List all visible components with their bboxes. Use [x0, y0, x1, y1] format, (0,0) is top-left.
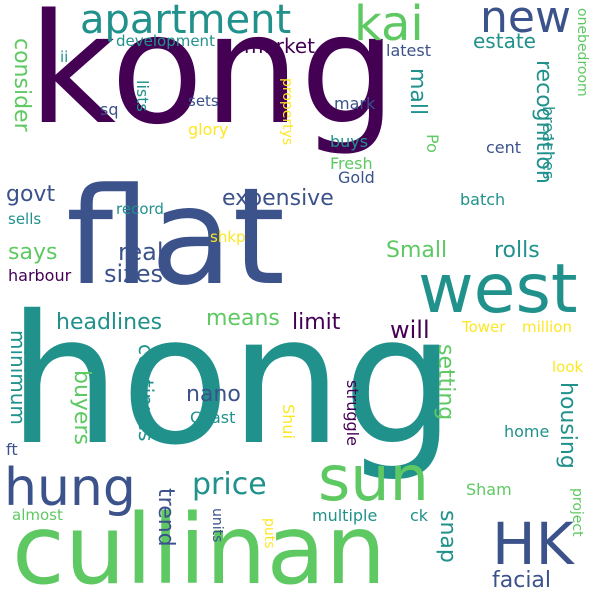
- word-cent: cent: [486, 138, 522, 157]
- word-units: units: [209, 508, 225, 543]
- word-fresh: Fresh: [330, 154, 373, 173]
- word-breaches: breaches: [539, 106, 558, 180]
- word-tower: Tower: [462, 318, 506, 336]
- word-continues: continues: [134, 344, 158, 442]
- word-sq: sq: [100, 100, 119, 119]
- word-mark: mark: [334, 94, 376, 113]
- word-multiple: multiple: [312, 506, 378, 525]
- word-onebedroom: onebedroom: [574, 8, 590, 97]
- word-hk: HK: [492, 510, 574, 578]
- word-kai: kai: [354, 0, 424, 52]
- word-snap: snap: [435, 510, 460, 563]
- word-home: home: [504, 422, 550, 441]
- word-propertys: propertys: [279, 78, 295, 146]
- word-sizes: sizes: [104, 260, 164, 288]
- word-setting: setting: [433, 344, 458, 421]
- word-minimum: minimum: [6, 330, 30, 425]
- word-million: million: [522, 318, 572, 336]
- word-buyers: buyers: [69, 370, 94, 445]
- word-market: market: [244, 34, 315, 58]
- word-look: look: [552, 358, 584, 376]
- word-almost: almost: [12, 506, 63, 524]
- word-hong: hong: [8, 277, 456, 484]
- word-apartment: apartment: [80, 0, 292, 43]
- word-shui: Shui: [279, 404, 298, 439]
- word-expensive: expensive: [222, 186, 334, 211]
- word-cullinan: cullinan: [12, 494, 387, 600]
- word-west: west: [418, 250, 578, 329]
- word-lists: lists: [133, 80, 152, 112]
- word-ck: ck: [410, 506, 429, 525]
- word-buys: buys: [330, 132, 369, 151]
- word-harbour: harbour: [8, 266, 72, 285]
- word-ii: ii: [60, 48, 69, 66]
- word-kong: kong: [28, 0, 397, 158]
- word-facial: facial: [492, 568, 552, 593]
- word-latest: latest: [386, 41, 431, 60]
- word-sham: Sham: [466, 480, 512, 499]
- word-new: new: [480, 0, 571, 43]
- word-real: real: [118, 238, 164, 266]
- word-trend: trend: [153, 488, 178, 547]
- word-housing: housing: [555, 382, 580, 469]
- word-will: will: [390, 316, 430, 344]
- word-glory: glory: [188, 120, 229, 139]
- word-ft: ft: [6, 440, 18, 459]
- word-struggle: struggle: [343, 380, 362, 446]
- word-recognition: recognition: [531, 60, 556, 184]
- word-nano: nano: [186, 382, 241, 407]
- word-sells: sells: [8, 210, 42, 228]
- word-consider: consider: [9, 38, 34, 132]
- word-batch: batch: [460, 190, 506, 209]
- word-headlines: headlines: [56, 310, 163, 335]
- word-flat: flat: [66, 159, 286, 315]
- word-mall: mall: [405, 68, 430, 116]
- word-estate: estate: [473, 29, 536, 53]
- word-gold: Gold: [338, 168, 375, 187]
- word-project: project: [569, 488, 585, 537]
- word-coast: Coast: [190, 408, 236, 427]
- word-limit: limit: [292, 310, 341, 335]
- word-po: Po: [423, 134, 442, 153]
- word-sets: sets: [188, 92, 219, 110]
- word-development: development: [116, 32, 215, 50]
- word-puts: puts: [261, 518, 277, 549]
- word-record: record: [116, 200, 164, 218]
- word-rolls: rolls: [494, 238, 540, 263]
- word-small: Small: [386, 238, 448, 263]
- word-price: price: [192, 467, 267, 502]
- word-shkp: shkp: [210, 228, 246, 246]
- word-hung: hung: [4, 458, 136, 518]
- word-means: means: [206, 306, 280, 331]
- word-govt: govt: [6, 182, 56, 207]
- word-sun: sun: [318, 442, 429, 515]
- word-says: says: [8, 240, 58, 265]
